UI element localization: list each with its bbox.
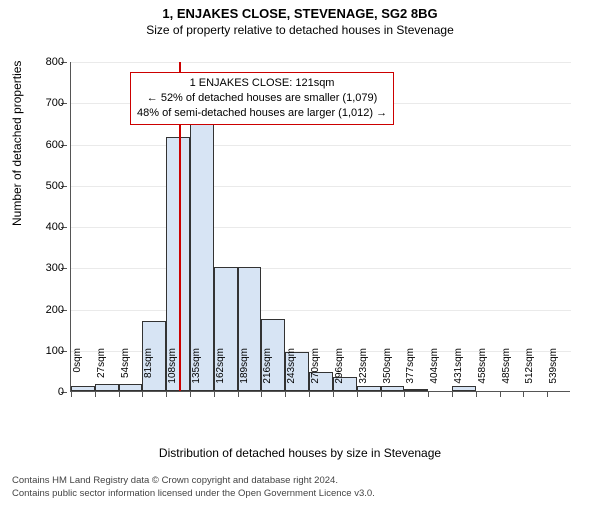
x-tick-label: 539sqm bbox=[548, 348, 559, 398]
footer-attribution: Contains HM Land Registry data © Crown c… bbox=[12, 475, 375, 500]
callout-line-1: 1 ENJAKES CLOSE: 121sqm bbox=[137, 76, 387, 91]
x-tick-label: 108sqm bbox=[167, 348, 178, 398]
x-tick-label: 243sqm bbox=[286, 348, 297, 398]
x-tick-label: 54sqm bbox=[120, 348, 131, 398]
chart-area: 1 ENJAKES CLOSE: 121sqm ← 52% of detache… bbox=[70, 62, 570, 392]
x-tick-label: 270sqm bbox=[310, 348, 321, 398]
page-title: 1, ENJAKES CLOSE, STEVENAGE, SG2 8BG bbox=[0, 6, 600, 21]
chart-container: 1, ENJAKES CLOSE, STEVENAGE, SG2 8BG Siz… bbox=[0, 6, 600, 506]
x-tick-label: 485sqm bbox=[501, 348, 512, 398]
x-tick-label: 404sqm bbox=[429, 348, 440, 398]
gridline bbox=[71, 186, 571, 187]
gridline bbox=[71, 227, 571, 228]
x-tick-label: 458sqm bbox=[477, 348, 488, 398]
x-tick-label: 27sqm bbox=[96, 348, 107, 398]
gridline bbox=[71, 268, 571, 269]
y-axis-title: Number of detached properties bbox=[10, 61, 24, 226]
y-tick-label: 0 bbox=[24, 386, 64, 398]
x-tick-label: 216sqm bbox=[262, 348, 273, 398]
footer-line-1: Contains HM Land Registry data © Crown c… bbox=[12, 475, 375, 487]
callout-line-2: ← 52% of detached houses are smaller (1,… bbox=[137, 91, 387, 106]
x-tick-label: 377sqm bbox=[405, 348, 416, 398]
y-tick-label: 100 bbox=[24, 345, 64, 357]
y-tick-label: 300 bbox=[24, 262, 64, 274]
y-tick-label: 700 bbox=[24, 97, 64, 109]
x-tick-label: 431sqm bbox=[453, 348, 464, 398]
gridline bbox=[71, 62, 571, 63]
x-tick-label: 296sqm bbox=[334, 348, 345, 398]
x-axis-title: Distribution of detached houses by size … bbox=[0, 446, 600, 460]
gridline bbox=[71, 145, 571, 146]
y-tick-label: 500 bbox=[24, 180, 64, 192]
gridline bbox=[71, 310, 571, 311]
chart-subtitle: Size of property relative to detached ho… bbox=[0, 23, 600, 37]
x-tick-label: 135sqm bbox=[191, 348, 202, 398]
x-tick-label: 81sqm bbox=[143, 348, 154, 398]
footer-line-2: Contains public sector information licen… bbox=[12, 488, 375, 500]
x-tick-label: 350sqm bbox=[382, 348, 393, 398]
x-tick-label: 0sqm bbox=[72, 348, 83, 398]
y-tick-label: 800 bbox=[24, 56, 64, 68]
x-tick-label: 162sqm bbox=[215, 348, 226, 398]
y-tick-label: 200 bbox=[24, 304, 64, 316]
x-tick-label: 323sqm bbox=[358, 348, 369, 398]
callout-box: 1 ENJAKES CLOSE: 121sqm ← 52% of detache… bbox=[130, 72, 394, 125]
callout-line-3: 48% of semi-detached houses are larger (… bbox=[137, 106, 387, 121]
y-tick-label: 400 bbox=[24, 221, 64, 233]
x-tick-label: 512sqm bbox=[524, 348, 535, 398]
x-tick-label: 189sqm bbox=[239, 348, 250, 398]
y-tick-label: 600 bbox=[24, 139, 64, 151]
